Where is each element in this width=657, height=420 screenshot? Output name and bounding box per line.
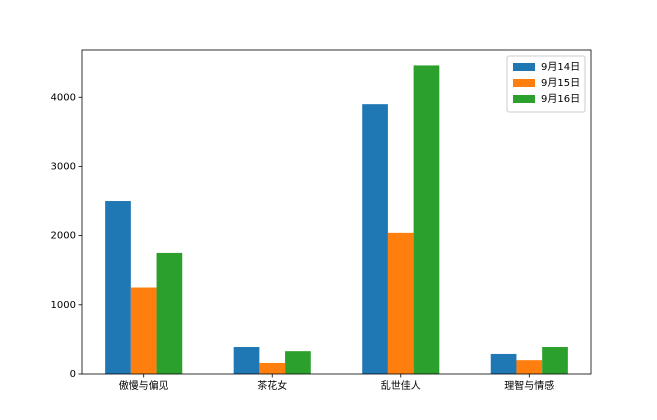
legend-swatch bbox=[513, 79, 535, 87]
bar bbox=[516, 360, 543, 374]
bar bbox=[130, 287, 157, 374]
bar bbox=[285, 351, 311, 374]
y-tick-label: 3000 bbox=[51, 161, 76, 172]
bar bbox=[156, 252, 183, 374]
y-tick-label: 2000 bbox=[51, 231, 76, 242]
bar bbox=[233, 347, 260, 374]
bar bbox=[105, 201, 131, 374]
bar bbox=[413, 65, 440, 374]
y-tick-label: 4000 bbox=[51, 92, 76, 103]
bar bbox=[387, 232, 414, 374]
y-tick-label: 1000 bbox=[51, 300, 76, 311]
bar bbox=[259, 362, 286, 374]
y-tick-label: 0 bbox=[70, 369, 76, 380]
plot-frame bbox=[81, 49, 592, 375]
legend-swatch bbox=[513, 95, 535, 103]
legend-label: 9月16日 bbox=[541, 93, 580, 105]
legend-label: 9月15日 bbox=[541, 77, 580, 89]
x-tick-label: 傲慢与偏见 bbox=[119, 379, 169, 392]
x-tick-label: 理智与情感 bbox=[504, 379, 554, 392]
legend-swatch bbox=[513, 63, 535, 71]
x-tick-label: 乱世佳人 bbox=[381, 379, 421, 392]
bar bbox=[490, 353, 517, 374]
bar bbox=[542, 347, 568, 374]
legend-label: 9月14日 bbox=[541, 61, 580, 73]
x-tick-label: 茶花女 bbox=[257, 379, 287, 392]
bar bbox=[362, 104, 388, 374]
